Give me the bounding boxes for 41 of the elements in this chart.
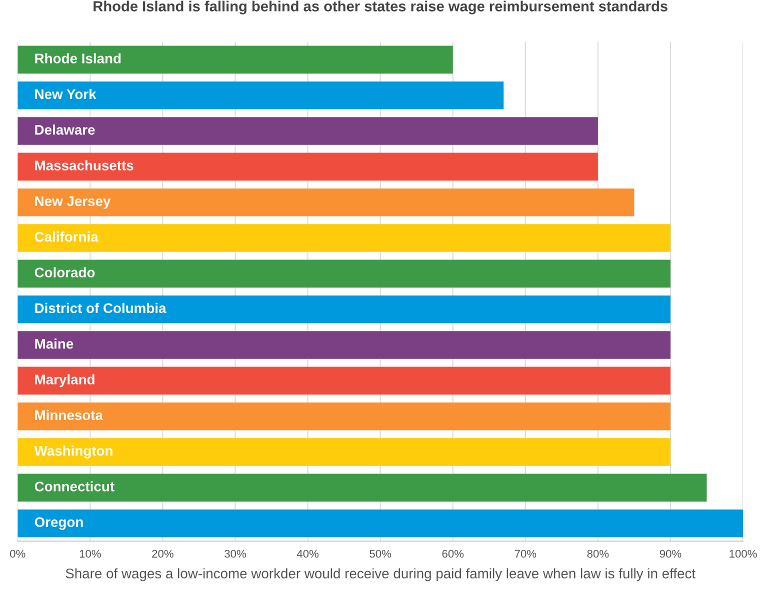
- x-tick-label: 30%: [224, 550, 246, 558]
- y-tick-label: Maryland: [35, 374, 94, 388]
- y-tick-label: California: [34, 232, 98, 242]
- bar: [18, 366, 670, 395]
- x-tick-label: 10%: [80, 550, 101, 558]
- x-tick-label: 40%: [296, 550, 319, 558]
- bar: [18, 46, 453, 74]
- x-tick-label: 20%: [152, 550, 174, 558]
- bar: [18, 152, 598, 181]
- y-tick-label: Maine: [35, 338, 74, 349]
- bar: [18, 509, 744, 538]
- x-tick-label: 70%: [514, 550, 536, 558]
- y-tick-label: New York: [35, 88, 96, 100]
- bar: [18, 117, 598, 145]
- bar: [18, 224, 670, 252]
- bar: [18, 438, 670, 466]
- bar: [18, 331, 670, 359]
- y-tick-label: Delaware: [35, 124, 95, 135]
- bar: [18, 295, 670, 324]
- x-tick-label: 0%: [10, 550, 26, 558]
- y-tick-label: Connecticut: [34, 481, 114, 492]
- y-tick-label: Washington: [34, 446, 112, 459]
- y-tick-label: Massachusetts: [35, 160, 134, 170]
- x-tick-label: 50%: [370, 550, 392, 558]
- x-tick-label: 60%: [442, 550, 464, 558]
- x-tick-label: 90%: [660, 550, 682, 558]
- y-tick-label: Rhode Island: [35, 53, 121, 64]
- x-tick-label: 80%: [587, 550, 609, 558]
- bar: [18, 188, 634, 216]
- chart-title: Rhode Island is falling behind as other states raise wage reimbursement standards: [94, 0, 668, 14]
- bar: [18, 474, 707, 502]
- y-tick-label: Oregon: [34, 517, 83, 530]
- x-axis-title: Share of wages a low-income workder would receive during paid family leave when law is fully in effect: [66, 568, 696, 582]
- x-tick-label: 100%: [730, 550, 757, 558]
- y-tick-label: District of Columbia: [35, 302, 166, 314]
- bar: [18, 260, 670, 288]
- bar: [18, 81, 504, 110]
- bar: [18, 402, 670, 430]
- y-tick-label: Colorado: [34, 267, 95, 278]
- y-tick-label: New Jersey: [35, 196, 111, 209]
- y-tick-label: Minnesota: [35, 410, 104, 420]
